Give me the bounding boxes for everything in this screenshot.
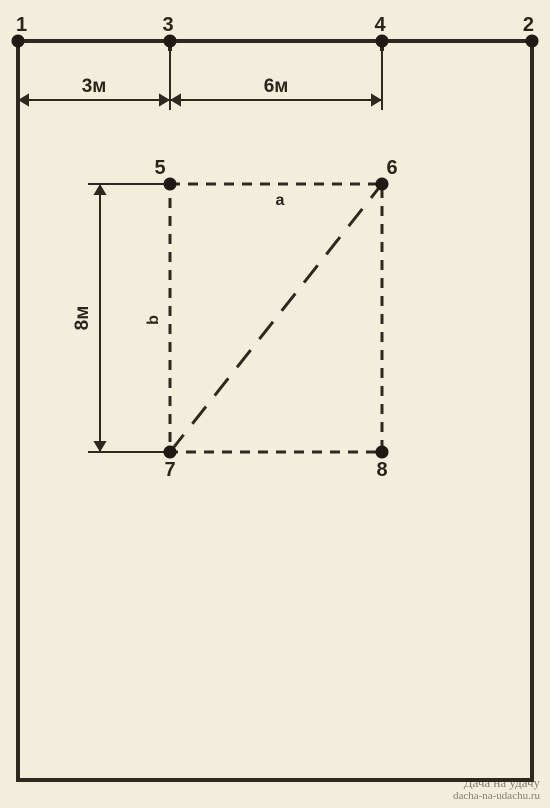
node-4 [376, 35, 389, 48]
node-label-7: 7 [164, 459, 175, 481]
edge-label-b: b [145, 315, 162, 325]
node-label-1: 1 [16, 14, 27, 36]
node-label-4: 4 [374, 14, 386, 36]
node-2 [526, 35, 539, 48]
node-7 [164, 446, 177, 459]
diagram-background [0, 0, 550, 808]
node-8 [376, 446, 389, 459]
node-6 [376, 178, 389, 191]
node-label-2: 2 [523, 14, 534, 36]
dim-6m-label: 6м [264, 76, 289, 97]
node-label-5: 5 [154, 157, 165, 179]
dim-3m-label: 3м [82, 76, 107, 97]
edge-label-a: a [276, 192, 285, 209]
node-label-3: 3 [162, 14, 173, 36]
node-label-8: 8 [376, 459, 387, 481]
survey-diagram: 3м 6м 8м a b 1 2 3 4 5 6 7 8 [0, 0, 550, 808]
node-3 [164, 35, 177, 48]
node-5 [164, 178, 177, 191]
dim-8m-label: 8м [72, 306, 93, 331]
node-1 [12, 35, 25, 48]
node-label-6: 6 [386, 157, 397, 179]
